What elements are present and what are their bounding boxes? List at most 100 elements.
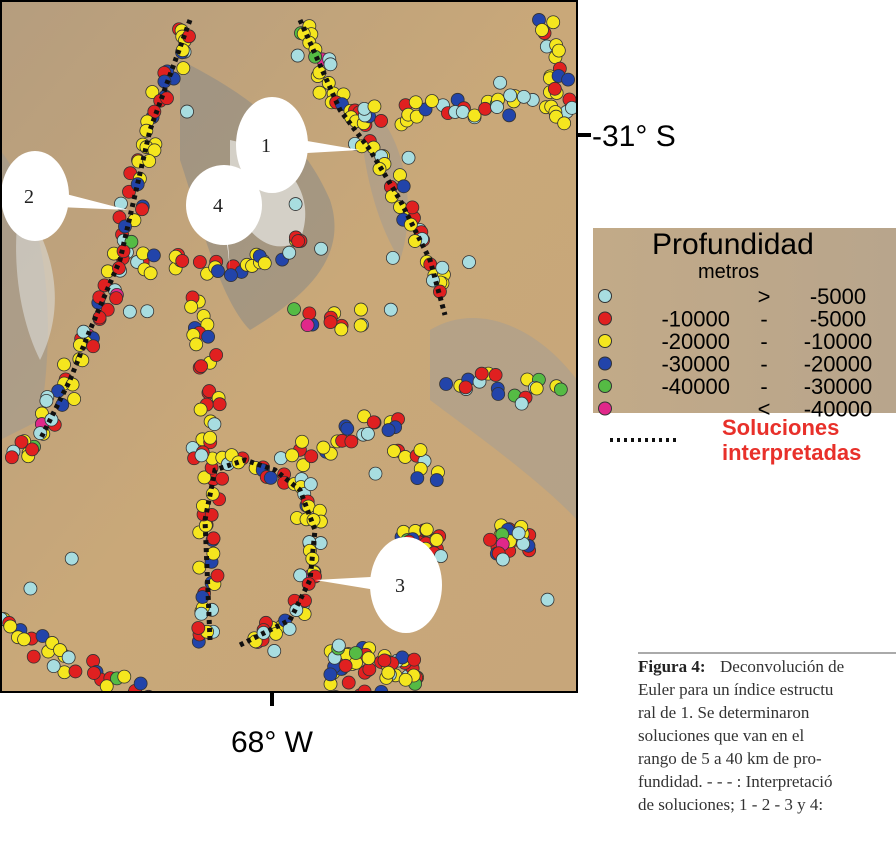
solution-dot [24, 582, 37, 595]
solution-dot [268, 644, 281, 657]
solution-dot [185, 300, 198, 313]
solution-dot [301, 319, 314, 332]
solution-dot [283, 246, 296, 259]
solution-dot [194, 403, 207, 416]
solution-dot [100, 680, 113, 693]
solution-dot [324, 668, 337, 681]
figure: 1234 -31° S 68° W Profundidad metros >-5… [0, 0, 896, 848]
solution-dot [362, 652, 375, 665]
solution-dot [492, 388, 505, 401]
caption: Deconvolución de Euler para un índice est… [638, 657, 844, 814]
solution-dot [134, 677, 147, 690]
solution-dot [359, 693, 372, 706]
solution-dot [181, 105, 194, 118]
solution-dot [317, 441, 330, 454]
solution-dot [479, 102, 492, 115]
solution-dot [144, 267, 157, 280]
solution-dot [118, 670, 131, 683]
legend-label: -5000 [810, 284, 866, 309]
solution-dot [177, 62, 190, 75]
solution-dot [291, 49, 304, 62]
solution-dot [18, 633, 31, 646]
solution-dot [47, 660, 60, 673]
solution-dot [333, 692, 346, 705]
legend-symbol [599, 357, 612, 370]
solution-dot [176, 254, 189, 267]
legend-label: -10000 [804, 329, 873, 354]
solution-dot [535, 24, 548, 37]
legend-label: -5000 [810, 307, 866, 332]
lon-label: 68° W [231, 726, 314, 759]
legend-label: > [758, 284, 771, 309]
solution-dot [313, 86, 326, 99]
caption-line: soluciones que van en el [638, 726, 804, 745]
solution-dot [296, 435, 309, 448]
solution-dot [354, 303, 367, 316]
solution-dot [562, 73, 575, 86]
solution-dot [335, 323, 348, 336]
solution-dot [87, 340, 100, 353]
solution-dot [211, 569, 224, 582]
legend-label: -20000 [661, 329, 730, 354]
solution-dot [382, 666, 395, 679]
solution-dot [207, 532, 220, 545]
solution-dot [386, 251, 399, 264]
solution-dot [496, 553, 509, 566]
solution-dot [324, 58, 337, 71]
callout-label: 2 [24, 186, 34, 208]
solution-dot [87, 667, 100, 680]
solution-dot [361, 427, 374, 440]
solution-dot [558, 117, 571, 130]
solution-dot [489, 368, 502, 381]
solution-dot [26, 443, 39, 456]
solution-dot [409, 96, 422, 109]
solution-dot [289, 198, 302, 211]
solution-dot [414, 444, 427, 457]
solution-dot [517, 90, 530, 103]
solution-dot [69, 665, 82, 678]
solution-dot [367, 416, 380, 429]
solution-dot [349, 647, 362, 660]
solution-dot [195, 449, 208, 462]
solution-dot [304, 478, 317, 491]
solution-dot [411, 472, 424, 485]
solution-dot [341, 422, 354, 435]
solution-dot [382, 424, 395, 437]
legend-label: -30000 [804, 374, 873, 399]
solution-dot [224, 269, 237, 282]
solution-dot [305, 450, 318, 463]
solution-dot [204, 431, 217, 444]
solution-dot [264, 471, 277, 484]
solution-dot [123, 305, 136, 318]
solution-dot [315, 242, 328, 255]
legend-label: - [760, 352, 767, 377]
page: {"map": {"lat_label": "-31° S", "lon_lab… [0, 0, 896, 848]
callout-bubble [186, 165, 262, 245]
solution-dot [512, 527, 525, 540]
solution-dot [68, 393, 81, 406]
solution-dot [110, 292, 123, 305]
solution-dot [342, 676, 355, 689]
solution-dot [408, 653, 421, 666]
callout-label: 1 [261, 135, 271, 157]
interpretation-label: Soluciones [722, 415, 839, 440]
solution-dot [208, 418, 221, 431]
solution-dot [339, 659, 352, 672]
legend-symbol [599, 380, 612, 393]
caption-label: Figura 4: [638, 657, 706, 676]
caption-line: Euler para un índice estructu [638, 680, 834, 699]
solution-dot [147, 249, 160, 262]
solution-dot [303, 307, 316, 320]
caption-line: Deconvolución de [720, 657, 844, 676]
solution-dot [530, 382, 543, 395]
callout-label: 3 [395, 575, 405, 597]
lat-label: -31° S [592, 120, 676, 153]
solution-dot [141, 305, 154, 318]
legend-symbol [599, 290, 612, 303]
caption-line: rango de 5 a 40 km de pro- [638, 749, 822, 768]
solution-dot [430, 474, 443, 487]
legend-label: - [760, 307, 767, 332]
legend-unit: metros [698, 261, 759, 283]
solution-dot [475, 367, 488, 380]
